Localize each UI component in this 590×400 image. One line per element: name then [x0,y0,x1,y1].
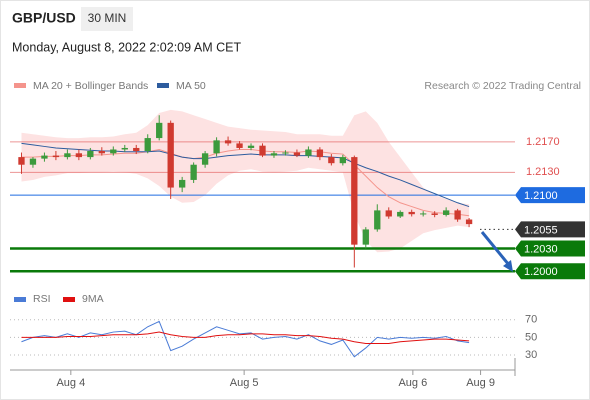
candle-body [41,155,48,159]
legend-swatch [157,83,169,88]
candle-body [293,152,301,156]
candle-body [156,122,163,139]
candle-body [179,179,186,188]
y-tick-label: 50 [525,331,537,343]
rsi-line [21,331,470,345]
candle-body [397,211,404,217]
candle-body [420,213,427,215]
level-label: 1.2000 [524,266,558,278]
candle-body [316,149,324,158]
level-label: 1.2170 [526,136,560,148]
candle-body [236,143,243,148]
candle-body [442,210,450,215]
legend-label: RSI [33,293,51,305]
candle-body [305,149,312,156]
interval-box [81,7,133,31]
legend-label: 9MA [82,293,104,305]
candle-body [98,151,105,154]
candle-body [201,153,209,165]
candle-body [110,149,117,154]
candle-body [282,152,289,154]
x-tick-label: Aug 5 [230,377,259,389]
legend-swatch [14,83,26,88]
candle-body [224,140,232,144]
timestamp: Monday, August 8, 2022 2:02:09 AM CET [12,40,241,54]
candle-body [270,153,278,156]
legend-swatch [63,297,75,302]
candle-body [64,153,71,158]
legend-label: MA 20 + Bollinger Bands [33,80,148,92]
x-tick-label: Aug 6 [398,377,427,389]
candle-body [213,140,220,154]
candle-body [87,151,94,158]
candle-body [29,158,37,165]
candle-body [351,157,358,245]
ma50-line [21,142,470,208]
candle-body [385,210,392,217]
level-tag [515,240,585,257]
level-label: 1.2055 [524,224,558,236]
level-label: 1.2030 [524,243,558,255]
forecast-arrow [480,231,511,266]
level-tag [515,187,585,204]
credit: Research © 2022 Trading Central [424,80,581,92]
level-label: 1.2100 [524,190,558,202]
y-tick-label: 70 [525,314,537,326]
candle-body [18,157,25,165]
level-tag [515,221,585,238]
ma20-line [21,148,470,217]
candle-body [328,157,335,164]
legend-label: MA 50 [176,80,206,92]
candle-body [454,210,461,220]
level-label: 1.2130 [526,166,560,178]
candle-body [52,155,60,158]
candle-body [121,147,128,150]
candle-body [133,147,140,152]
legend-swatch [14,297,26,302]
candle-body [75,153,83,158]
x-tick-label: Aug 4 [56,377,85,389]
candle-body [465,219,473,225]
candle-body [167,122,174,188]
forecast-arrowhead [503,260,513,272]
candle-body [190,164,197,180]
candle-body [362,229,369,245]
rsi-line [21,320,470,358]
candle-body [247,145,255,148]
candle-body [408,211,415,215]
candle-body [431,213,438,215]
candle-body [259,145,266,156]
candle-body [144,138,151,152]
candle-body [339,157,346,164]
x-tick-label: Aug 9 [466,377,495,389]
symbol: GBP/USD [12,10,76,26]
interval: 30 MIN [88,11,127,25]
candle-body [374,210,381,230]
y-tick-label: 30 [525,349,537,361]
level-tag [515,263,585,280]
